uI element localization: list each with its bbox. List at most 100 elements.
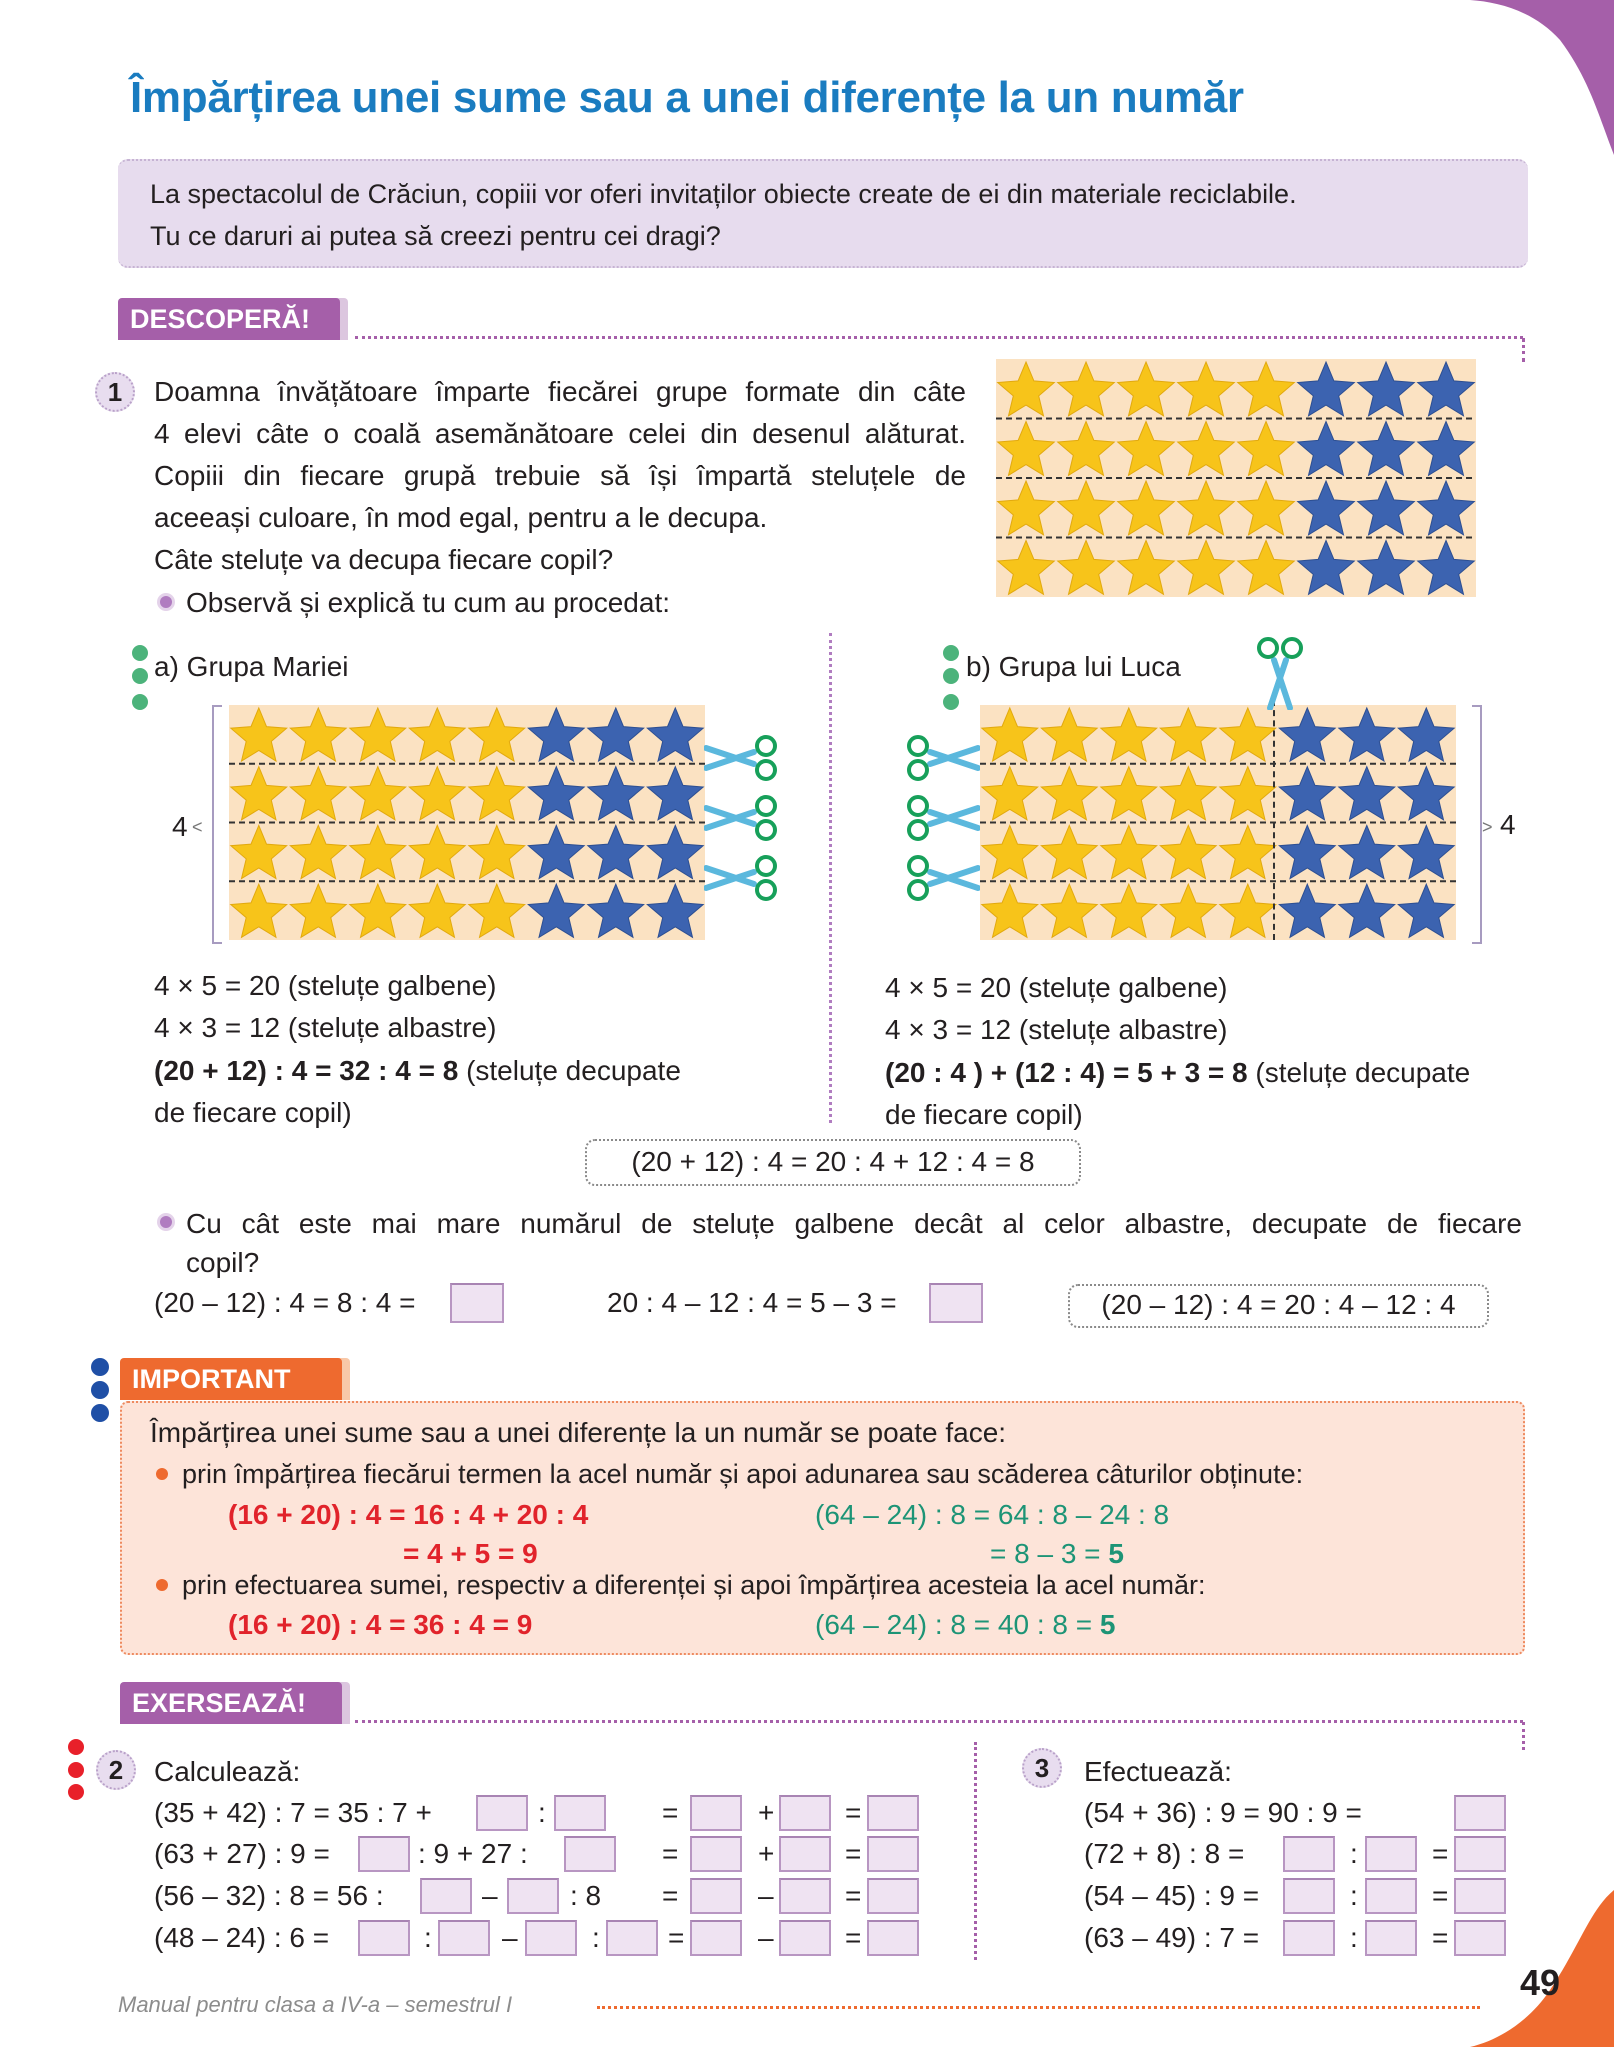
exercise3-label: Efectuează: <box>1084 1756 1232 1787</box>
rule-box <box>585 1139 1081 1186</box>
yellow-star <box>1099 706 1158 763</box>
blue-star <box>1296 420 1356 477</box>
yellow-star <box>1218 706 1277 763</box>
answer-box[interactable] <box>867 1920 919 1956</box>
yellow-star <box>1236 420 1296 477</box>
section-divider <box>355 336 1523 339</box>
operator: = <box>662 1880 679 1911</box>
answer-box[interactable] <box>1454 1795 1506 1831</box>
blue-star <box>527 824 586 880</box>
section-divider-end <box>1522 1722 1525 1750</box>
blue-star <box>1278 706 1337 763</box>
yellow-star <box>1116 539 1176 596</box>
answer-box[interactable] <box>690 1878 742 1914</box>
important-box <box>120 1401 1525 1655</box>
yellow-star <box>1056 360 1116 417</box>
yellow-star <box>348 824 407 880</box>
yellow-star <box>1116 479 1176 536</box>
column-divider <box>829 633 832 1123</box>
answer-box[interactable] <box>507 1878 559 1914</box>
exercise-number-2: 2 <box>96 1750 136 1790</box>
answer-box[interactable] <box>1454 1878 1506 1914</box>
blue-star <box>1356 420 1416 477</box>
answer-box[interactable] <box>1454 1920 1506 1956</box>
yellow-star <box>1116 360 1176 417</box>
yellow-star <box>1176 420 1236 477</box>
answer-box[interactable] <box>867 1836 919 1872</box>
yellow-star <box>1040 765 1099 821</box>
operator: – <box>502 1922 518 1953</box>
bullet-icon <box>160 1216 172 1228</box>
blue-star <box>1296 479 1356 536</box>
answer-box[interactable] <box>1283 1920 1335 1956</box>
answer-box[interactable] <box>450 1283 504 1323</box>
exercise1-text-line: Doamna învățătoare împarte fiecărei grup… <box>154 376 966 407</box>
answer-box[interactable] <box>867 1878 919 1914</box>
blue-star <box>646 765 705 821</box>
yellow-star <box>1040 706 1099 763</box>
answer-box[interactable] <box>420 1878 472 1914</box>
answer-box[interactable] <box>525 1920 577 1956</box>
answer-box[interactable] <box>1365 1920 1417 1956</box>
answer-box[interactable] <box>358 1836 410 1872</box>
footer-book-title: Manual pentru clasa a IV-a – semestrul I <box>118 1992 513 2017</box>
green-dot-icon <box>943 668 959 684</box>
answer-box[interactable] <box>1454 1836 1506 1872</box>
blue-dot-icon <box>91 1358 109 1376</box>
example1-green-result: = 8 – 3 = <box>990 1538 1109 1569</box>
group-a-eq3-bold: (20 + 12) : 4 = 32 : 4 = 8 <box>154 1055 459 1086</box>
blue-star <box>527 882 586 939</box>
blue-star <box>1337 824 1396 880</box>
group-b-count: 4 <box>1500 809 1516 840</box>
yellow-star <box>408 765 467 821</box>
yellow-star <box>467 706 526 763</box>
green-dot-icon <box>132 694 148 710</box>
blue-star <box>1356 360 1416 417</box>
answer-box[interactable] <box>779 1878 831 1914</box>
answer-box[interactable] <box>1365 1878 1417 1914</box>
yellow-star <box>229 882 288 939</box>
blue-star <box>646 824 705 880</box>
section-divider-end <box>1522 338 1525 362</box>
answer-box[interactable] <box>690 1920 742 1956</box>
answer-box[interactable] <box>358 1920 410 1956</box>
answer-box[interactable] <box>690 1836 742 1872</box>
exercise2-label: Calculează: <box>154 1756 301 1787</box>
answer-box[interactable] <box>929 1283 983 1323</box>
operator: – <box>758 1922 774 1953</box>
yellow-star <box>980 882 1039 939</box>
yellow-star <box>996 539 1056 596</box>
group-a-eq4: de fiecare copil) <box>154 1097 352 1128</box>
blue-star <box>1397 882 1456 939</box>
operator: = <box>668 1922 685 1953</box>
answer-box[interactable] <box>476 1795 528 1831</box>
answer-box[interactable] <box>1283 1836 1335 1872</box>
answer-box[interactable] <box>564 1836 616 1872</box>
red-dot-icon <box>68 1762 84 1778</box>
answer-box[interactable] <box>690 1795 742 1831</box>
answer-box[interactable] <box>867 1795 919 1831</box>
answer-box[interactable] <box>779 1836 831 1872</box>
operator: : <box>1350 1922 1358 1953</box>
star-sheet-group-b <box>980 705 1456 940</box>
answer-box[interactable] <box>438 1920 490 1956</box>
important-intro: Împărțirea unei sume sau a unei diferenț… <box>150 1417 1007 1448</box>
answer-box[interactable] <box>554 1795 606 1831</box>
blue-star <box>1416 539 1476 596</box>
yellow-star <box>1218 882 1277 939</box>
answer-box[interactable] <box>779 1795 831 1831</box>
blue-star <box>527 706 586 763</box>
operator: = <box>662 1797 679 1828</box>
yellow-star <box>980 824 1039 880</box>
section-tab-practice: EXERSEAZĂ! <box>120 1682 342 1724</box>
blue-star <box>527 765 586 821</box>
group-a-label: a) Grupa Mariei <box>154 651 349 682</box>
answer-box[interactable] <box>606 1920 658 1956</box>
bullet-icon <box>156 1468 168 1480</box>
answer-box[interactable] <box>1283 1878 1335 1914</box>
answer-box[interactable] <box>1365 1836 1417 1872</box>
exercise-number-1: 1 <box>95 372 135 412</box>
rule-box-2 <box>1068 1284 1489 1328</box>
answer-box[interactable] <box>779 1920 831 1956</box>
column-divider <box>974 1742 977 1960</box>
